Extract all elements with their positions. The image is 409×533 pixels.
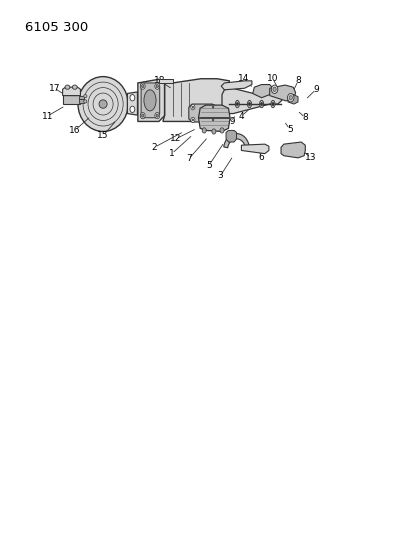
Text: 19: 19 (224, 117, 236, 126)
Polygon shape (252, 85, 272, 98)
Text: 5: 5 (206, 161, 211, 169)
Circle shape (130, 106, 135, 112)
Polygon shape (225, 131, 236, 142)
Text: 8: 8 (294, 76, 300, 85)
Circle shape (140, 83, 145, 90)
Text: 10: 10 (267, 74, 278, 83)
Circle shape (211, 117, 215, 123)
Text: 13: 13 (304, 154, 316, 163)
Polygon shape (269, 85, 295, 101)
Circle shape (156, 85, 158, 88)
Polygon shape (189, 104, 216, 122)
Text: 6105 300: 6105 300 (25, 21, 88, 34)
Circle shape (288, 95, 292, 100)
Ellipse shape (270, 100, 274, 108)
Text: 5: 5 (286, 125, 292, 134)
Circle shape (202, 128, 206, 133)
Polygon shape (79, 95, 83, 99)
Ellipse shape (144, 90, 156, 111)
Circle shape (155, 112, 160, 119)
Circle shape (212, 106, 213, 108)
Ellipse shape (99, 100, 107, 108)
Ellipse shape (65, 85, 70, 90)
Ellipse shape (259, 100, 263, 108)
Circle shape (141, 85, 144, 88)
Circle shape (219, 128, 223, 133)
Text: 3: 3 (217, 171, 222, 180)
Circle shape (248, 102, 250, 106)
Text: 8: 8 (302, 113, 308, 122)
Ellipse shape (247, 100, 251, 108)
Circle shape (212, 119, 213, 121)
Polygon shape (63, 94, 79, 104)
Circle shape (155, 83, 160, 90)
Polygon shape (159, 79, 172, 83)
Circle shape (130, 94, 135, 101)
Polygon shape (287, 94, 297, 104)
Ellipse shape (72, 85, 77, 90)
Circle shape (260, 102, 262, 106)
Circle shape (156, 114, 158, 117)
Polygon shape (241, 144, 268, 154)
Polygon shape (280, 142, 305, 158)
Polygon shape (220, 81, 251, 90)
Text: 17: 17 (49, 84, 60, 93)
Polygon shape (220, 88, 281, 114)
Polygon shape (63, 87, 80, 95)
Text: 20: 20 (210, 119, 221, 128)
Circle shape (271, 102, 274, 106)
Ellipse shape (78, 77, 128, 132)
Ellipse shape (83, 100, 87, 103)
Circle shape (191, 106, 193, 108)
Circle shape (190, 104, 194, 110)
Circle shape (236, 102, 238, 106)
Polygon shape (79, 99, 83, 103)
Polygon shape (127, 92, 137, 115)
Text: 18: 18 (153, 76, 165, 85)
Text: 11: 11 (41, 112, 53, 120)
Text: 9: 9 (312, 85, 318, 94)
Text: 16: 16 (69, 126, 80, 135)
Circle shape (287, 93, 293, 102)
Text: 2: 2 (151, 143, 157, 152)
Circle shape (211, 129, 216, 134)
Circle shape (272, 87, 276, 91)
Polygon shape (162, 79, 229, 122)
Text: 15: 15 (97, 131, 108, 140)
Circle shape (271, 85, 277, 93)
Text: 14: 14 (237, 74, 249, 83)
Polygon shape (223, 134, 249, 148)
Polygon shape (137, 79, 164, 122)
Circle shape (190, 117, 194, 123)
Polygon shape (141, 83, 160, 118)
Text: 6: 6 (258, 154, 264, 163)
Circle shape (211, 104, 215, 110)
Circle shape (191, 119, 193, 121)
Ellipse shape (235, 100, 239, 108)
Polygon shape (198, 105, 229, 132)
Text: 1: 1 (169, 149, 174, 158)
Text: 12: 12 (170, 134, 181, 143)
Text: 4: 4 (238, 112, 244, 120)
Circle shape (140, 112, 145, 119)
Ellipse shape (83, 94, 87, 98)
Text: 7: 7 (186, 155, 191, 164)
Circle shape (141, 114, 144, 117)
